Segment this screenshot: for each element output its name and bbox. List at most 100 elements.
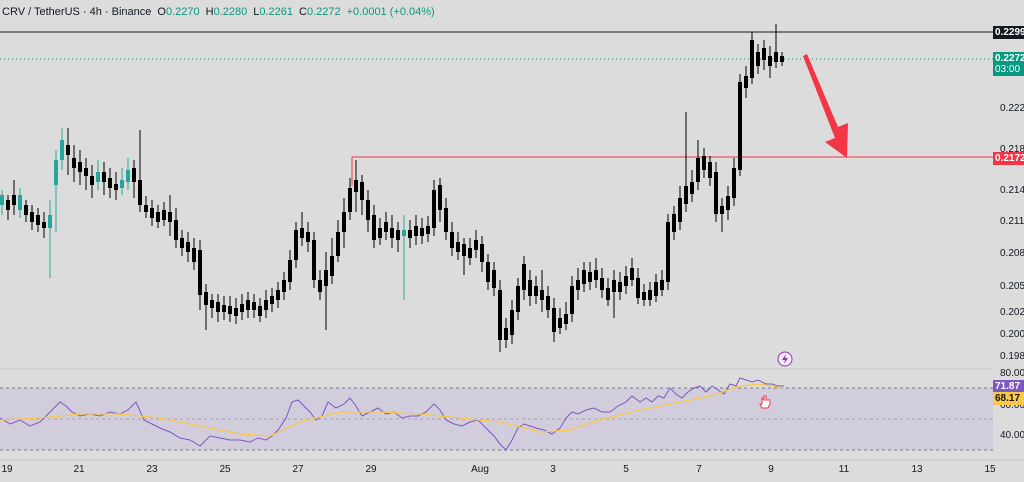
bearish-candle — [456, 242, 460, 252]
bearish-candle — [498, 290, 502, 340]
bearish-candle — [678, 198, 682, 222]
symbol-header: CRV / TetherUS · 4h · Binance O0.2270 H0… — [2, 4, 435, 20]
bearish-candle — [294, 230, 298, 260]
bearish-candle — [486, 262, 490, 282]
bearish-candle — [372, 215, 376, 240]
bearish-candle — [132, 168, 136, 182]
low-value: 0.2261 — [259, 6, 293, 18]
down-arrow-annotation — [803, 54, 848, 158]
bearish-candle — [270, 296, 274, 304]
bearish-candle — [762, 48, 766, 60]
bearish-candle — [336, 232, 340, 256]
bearish-candle — [252, 302, 256, 310]
bearish-candle — [450, 232, 454, 248]
bearish-candle — [156, 212, 160, 222]
resistance-price-tag: 0.2172 — [993, 152, 1024, 165]
bearish-candle — [384, 222, 388, 232]
bearish-candle — [228, 306, 232, 314]
bearish-candle — [24, 205, 28, 215]
bar-countdown: 03:00 — [995, 64, 1021, 75]
bearish-candle — [570, 286, 574, 314]
bearish-candle — [84, 168, 88, 176]
bearish-candle — [648, 290, 652, 300]
bullish-candle — [60, 140, 64, 160]
high-price-tag: 0.2299 — [993, 26, 1024, 39]
bearish-candle — [690, 182, 694, 194]
bearish-candle — [474, 240, 478, 250]
bearish-candle — [642, 292, 646, 300]
bearish-candle — [102, 172, 106, 182]
bearish-candle — [288, 260, 292, 282]
bearish-candle — [552, 308, 556, 332]
bearish-candle — [318, 280, 322, 292]
bearish-candle — [138, 180, 142, 205]
bearish-candle — [360, 182, 364, 200]
bearish-candle — [756, 52, 760, 66]
lightning-icon-glyph — [782, 354, 788, 364]
time-tick: 11 — [838, 464, 850, 475]
time-tick: 25 — [219, 464, 231, 475]
bearish-candle — [186, 242, 190, 252]
bearish-candle — [738, 82, 742, 170]
bearish-candle — [672, 214, 676, 232]
bearish-candle — [234, 308, 238, 316]
bearish-candle — [594, 270, 598, 280]
rsi-moving-average-line — [0, 383, 785, 437]
bearish-candle — [282, 280, 286, 292]
bearish-candle — [264, 300, 268, 310]
bearish-candle — [480, 244, 484, 262]
price-tick: 0.2025 — [1000, 307, 1024, 318]
bearish-candle — [366, 200, 370, 220]
bearish-candle — [324, 270, 328, 286]
bearish-candle — [276, 290, 280, 300]
bearish-candle — [564, 314, 568, 324]
bearish-candle — [66, 145, 70, 155]
time-tick: 29 — [365, 464, 377, 475]
bearish-candle — [582, 270, 586, 284]
bearish-candle — [732, 168, 736, 198]
bearish-candle — [390, 228, 394, 238]
close-label: C — [299, 6, 307, 18]
time-tick: 15 — [984, 464, 996, 475]
bearish-candle — [660, 280, 664, 290]
time-tick: 23 — [146, 464, 158, 475]
low-label: L — [253, 6, 260, 18]
symbol-title[interactable]: CRV / TetherUS · 4h · Binance — [2, 6, 152, 18]
bearish-candle — [348, 188, 352, 212]
bearish-candle — [210, 300, 214, 308]
bullish-candle — [96, 172, 100, 182]
bearish-candle — [144, 205, 148, 212]
time-tick: 21 — [73, 464, 85, 475]
time-tick: 7 — [696, 464, 702, 475]
rsi-tick: 40.00 — [1000, 430, 1024, 441]
last-price-value: 0.2272 — [995, 53, 1024, 64]
open-label: O — [157, 6, 166, 18]
bearish-candle — [114, 184, 118, 190]
bearish-candle — [30, 212, 34, 222]
bearish-candle — [492, 270, 496, 288]
bearish-candle — [312, 240, 316, 280]
bearish-candle — [414, 226, 418, 236]
bullish-candle — [54, 160, 58, 185]
bearish-candle — [462, 244, 466, 256]
bearish-candle — [330, 256, 334, 276]
bearish-candle — [192, 248, 196, 262]
bearish-candle — [606, 288, 610, 300]
rsi-tick: 80.00 — [1000, 368, 1024, 379]
bearish-candle — [12, 195, 16, 205]
bearish-candle — [168, 212, 172, 222]
rsi-band-fill — [0, 388, 993, 450]
bearish-candle — [306, 232, 310, 242]
bearish-candle — [696, 158, 700, 182]
bearish-candle — [534, 286, 538, 296]
bearish-candle — [636, 278, 640, 298]
close-value: 0.2272 — [306, 6, 341, 18]
price-tick: 0.1985 — [1000, 351, 1024, 362]
rsi-ma-value-tag: 68.17 — [993, 392, 1024, 405]
